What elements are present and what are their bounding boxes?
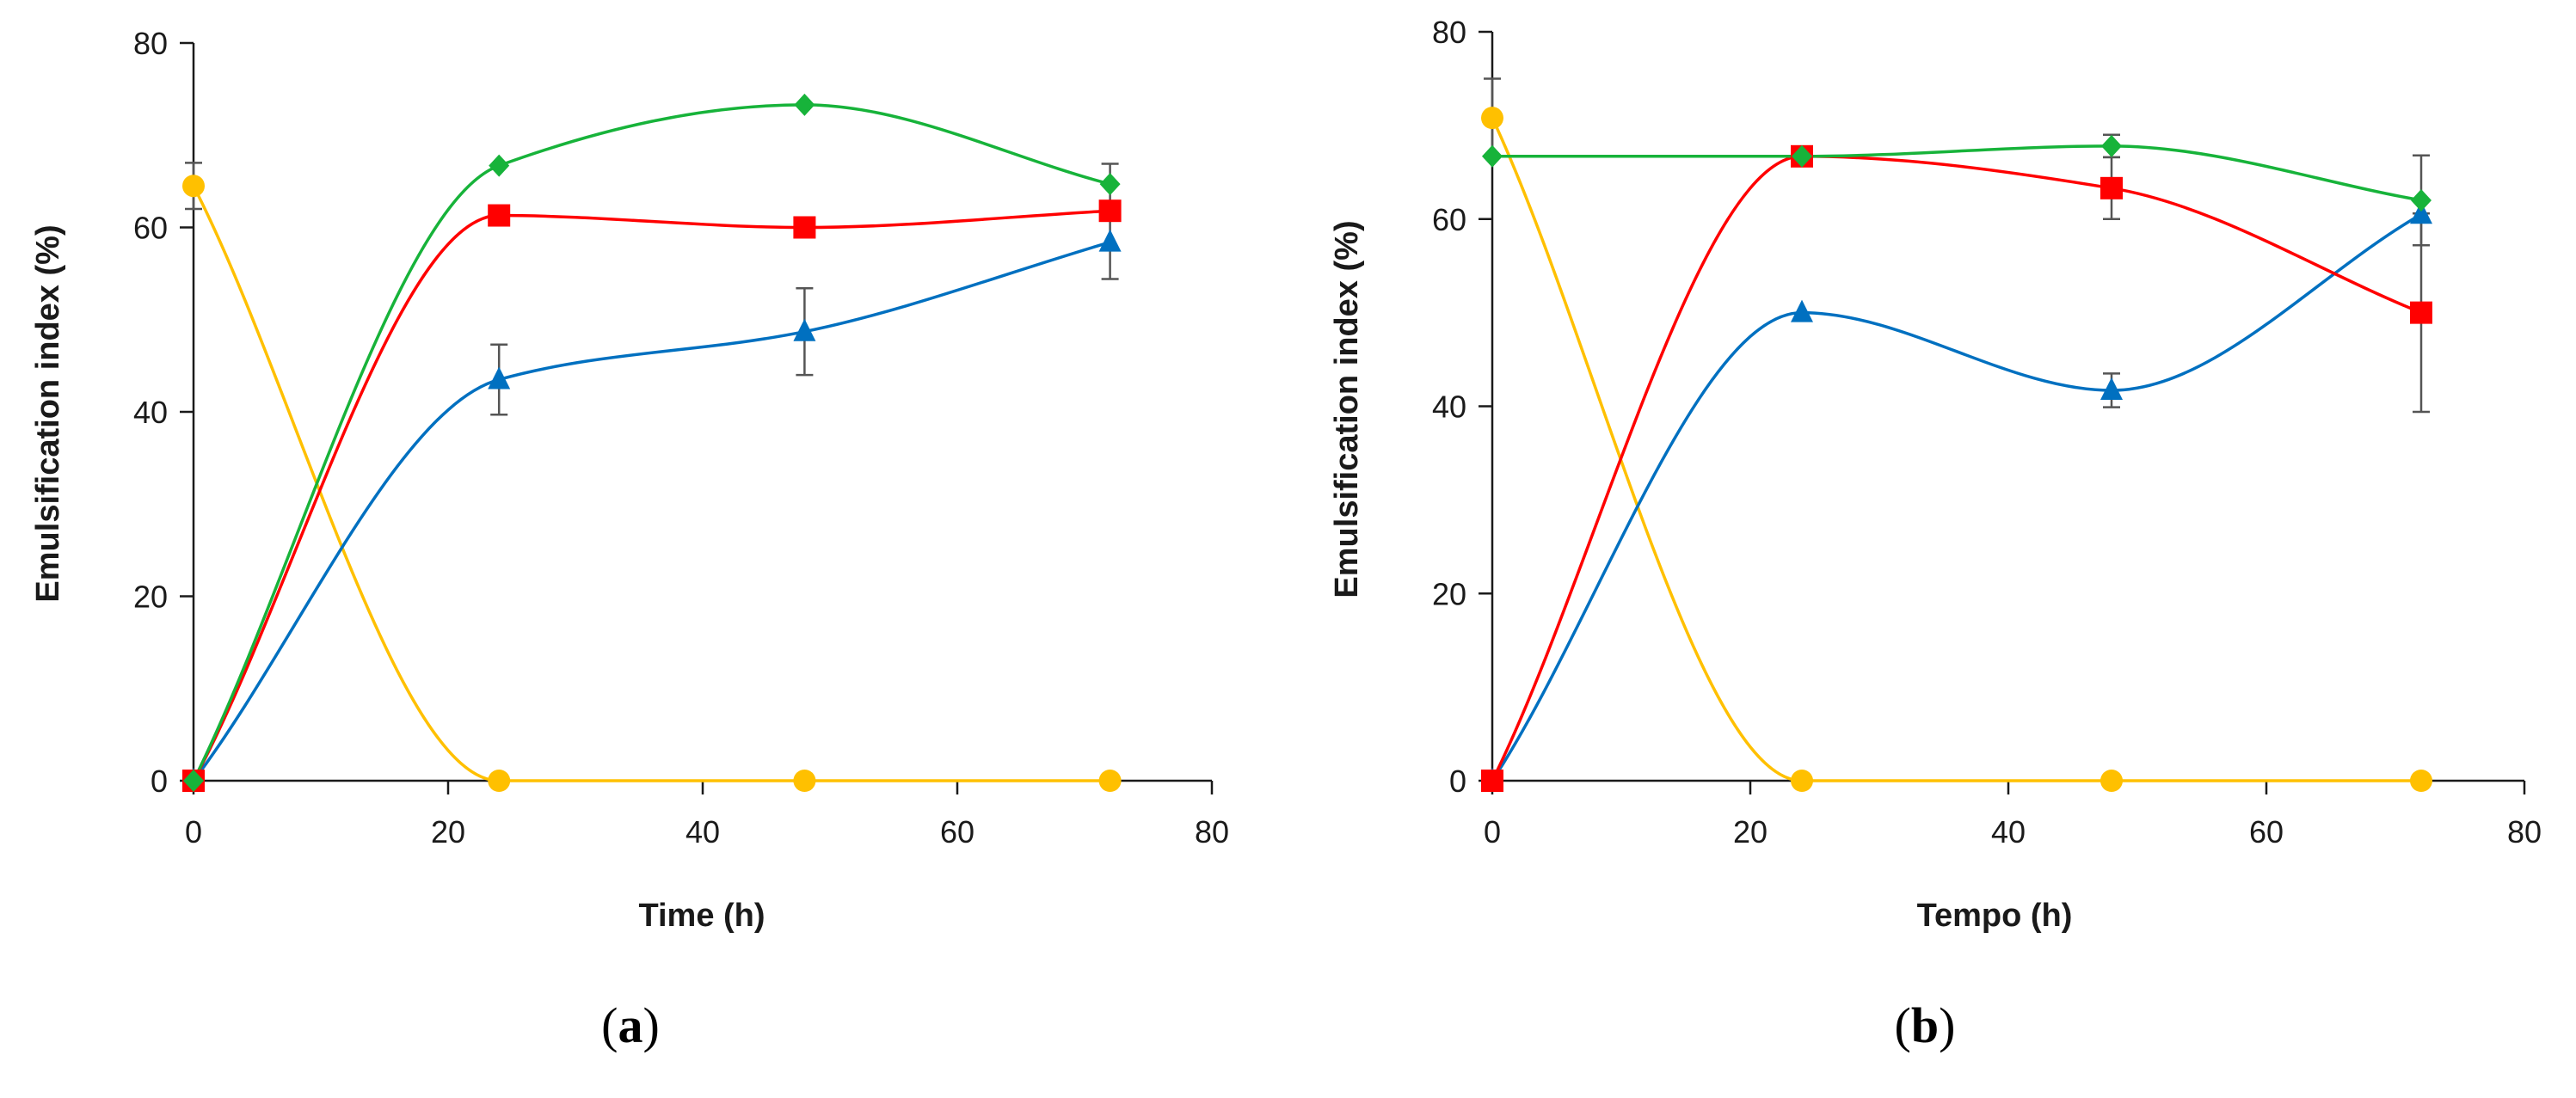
chart-a-y-axis-title: Emulsification index (%)	[30, 224, 66, 602]
chart-a-x-tick-label: 80	[1195, 814, 1229, 850]
chart-b-point-yellow-circle	[1791, 770, 1813, 792]
chart-b-y-tick-label: 40	[1432, 390, 1466, 425]
chart-a-y-tick-label: 20	[133, 580, 168, 615]
chart-a-point-blue-triangle	[793, 318, 816, 341]
chart-b-series-line-blue-triangle	[1491, 212, 2422, 782]
chart-a-x-axis-title: Time (h)	[638, 898, 765, 934]
chart-b-panel-letter: b	[1911, 997, 1939, 1053]
chart-a-panel-caption: (a)	[601, 997, 660, 1053]
chart-b-panel-caption: (b)	[1895, 997, 1956, 1053]
chart-b-point-green-diamond	[2101, 134, 2122, 157]
chart-b-x-tick-label: 60	[2249, 814, 2284, 850]
chart-a-point-green-diamond	[183, 770, 204, 792]
chart-a-series-line-blue-triangle	[192, 240, 1111, 782]
chart-b-y-tick-label: 80	[1432, 15, 1466, 50]
chart-a-point-green-diamond	[1099, 173, 1121, 196]
chart-b-point-green-diamond	[1482, 144, 1503, 168]
chart-b-series-line-green-diamond	[1492, 144, 2422, 202]
chart-a-y-tick-label: 40	[133, 395, 168, 430]
chart-a-x-tick-label: 0	[185, 814, 202, 850]
chart-a-point-green-diamond	[489, 154, 510, 177]
chart-a-point-red-square	[1098, 199, 1122, 223]
chart-b-point-blue-triangle	[2100, 377, 2123, 400]
chart-a-y-tick-label: 0	[151, 764, 168, 799]
chart-b-x-tick-label: 0	[1484, 814, 1501, 850]
chart-a-y-tick-label: 60	[133, 211, 168, 246]
chart-a-point-red-square	[488, 204, 511, 227]
chart-b-point-green-diamond	[1792, 144, 1812, 168]
chart-b-point-yellow-circle	[2410, 770, 2432, 792]
chart-panel-b: Emulsification index (%) Tempo (h) (b) 0…	[1329, 15, 2542, 1053]
chart-b-x-axis-title: Tempo (h)	[1917, 898, 2073, 934]
chart-b-point-red-square	[1481, 770, 1503, 792]
chart-a-series-line-yellow-circle	[192, 185, 1110, 782]
chart-a-point-yellow-circle	[182, 175, 205, 198]
chart-b-x-tick-label: 80	[2507, 814, 2542, 850]
chart-b-y-tick-label: 20	[1432, 576, 1466, 611]
chart-a-point-yellow-circle	[1098, 770, 1122, 792]
chart-a-x-tick-label: 40	[685, 814, 720, 850]
chart-panel-a: Emulsification index (%) Time (h) (a) 0 2…	[30, 26, 1229, 1053]
chart-b-point-red-square	[2100, 176, 2123, 199]
chart-b-point-blue-triangle	[2410, 201, 2432, 224]
chart-a-series-line-green-diamond	[192, 103, 1111, 782]
chart-a-x-tick-label: 20	[431, 814, 465, 850]
chart-a-series-line-red-square	[192, 209, 1110, 782]
chart-b-x-tick-label: 40	[1991, 814, 2026, 850]
chart-b-y-tick-label: 60	[1432, 202, 1466, 237]
chart-b-point-blue-triangle	[1791, 299, 1813, 322]
chart-a-point-green-diamond	[794, 93, 815, 116]
chart-b-point-yellow-circle	[1481, 107, 1503, 130]
chart-b-series-line-yellow-circle	[1491, 117, 2421, 782]
chart-b-point-red-square	[2410, 301, 2432, 324]
chart-b-point-yellow-circle	[2100, 770, 2123, 792]
chart-a-point-red-square	[793, 216, 816, 239]
chart-b-y-tick-label: 0	[1449, 764, 1466, 799]
chart-a-point-blue-triangle	[488, 366, 511, 390]
chart-a-point-blue-triangle	[1098, 229, 1122, 252]
chart-a-x-tick-label: 60	[940, 814, 974, 850]
chart-b-point-green-diamond	[2411, 188, 2432, 212]
chart-b-y-axis-title: Emulsification index (%)	[1329, 220, 1365, 598]
chart-a-point-yellow-circle	[793, 770, 816, 792]
chart-a-point-yellow-circle	[488, 770, 511, 792]
chart-a-y-tick-label: 80	[133, 26, 168, 61]
chart-b-series-line-red-square	[1491, 155, 2422, 782]
chart-b-x-tick-label: 20	[1733, 814, 1768, 850]
chart-a-panel-letter: a	[618, 997, 643, 1053]
